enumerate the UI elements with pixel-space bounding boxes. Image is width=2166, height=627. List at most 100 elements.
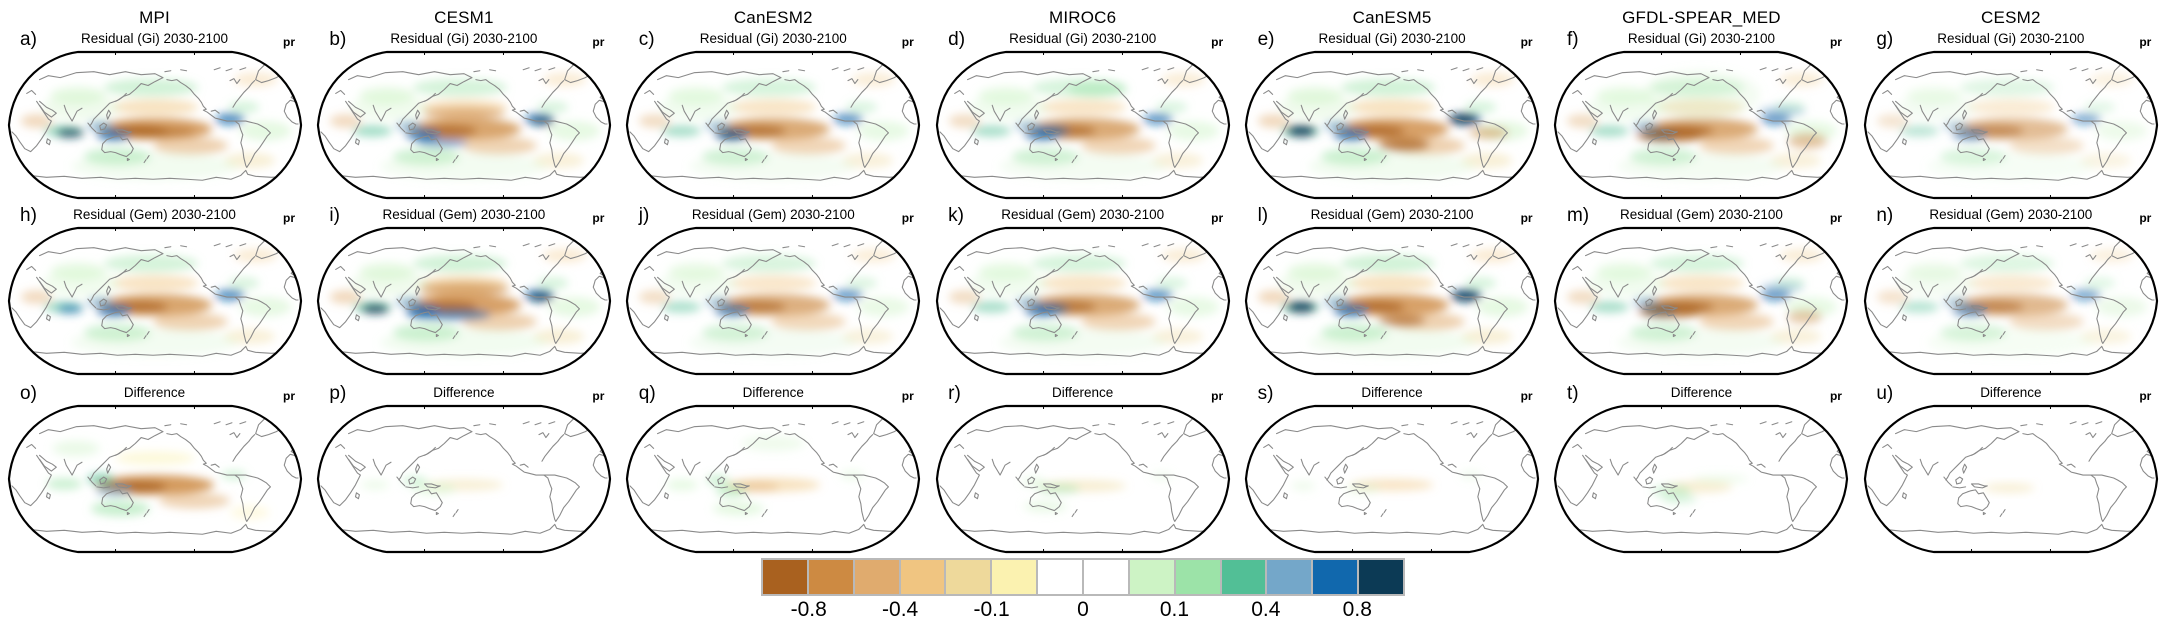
panel-unit-label: pr bbox=[901, 35, 914, 49]
panel-subtitle: Residual (Gem) 2030-2100 bbox=[1001, 207, 1165, 222]
precip-anomaly-field bbox=[1876, 248, 2148, 357]
precip-anomaly-field bbox=[20, 72, 291, 181]
panel-letter: b) bbox=[329, 29, 347, 50]
panel-letter: d) bbox=[948, 29, 966, 50]
panel-letter: k) bbox=[948, 205, 964, 226]
world-map bbox=[7, 50, 303, 200]
panel-letter: j) bbox=[638, 205, 650, 226]
colorbar-tick-label: -0.1 bbox=[973, 598, 1010, 621]
panel-unit-label: pr bbox=[1211, 35, 1224, 49]
panel-unit-label: pr bbox=[2139, 389, 2152, 403]
panel-subtitle: Difference bbox=[1361, 385, 1423, 400]
colorbar-cell bbox=[992, 560, 1039, 594]
model-title: CanESM5 bbox=[1352, 8, 1432, 27]
panel-letter: r) bbox=[948, 383, 961, 404]
panel-subtitle: Difference bbox=[433, 385, 495, 400]
panel-unit-label: pr bbox=[592, 35, 605, 49]
panel-letter: t) bbox=[1566, 383, 1579, 404]
colorbar-cell bbox=[854, 560, 901, 594]
map-panel-h: h) Residual (Gem) 2030-2100 pr bbox=[0, 206, 309, 376]
model-title: GFDL-SPEAR_MED bbox=[1622, 8, 1781, 27]
panel-subtitle: Residual (Gem) 2030-2100 bbox=[1310, 207, 1474, 222]
panel-header: k) Residual (Gem) 2030-2100 pr bbox=[928, 206, 1237, 226]
map-panel-t: t) Difference pr bbox=[1547, 384, 1856, 554]
panel-letter: s) bbox=[1257, 383, 1274, 404]
map-panel-d: MIROC6 d) Residual (Gi) 2030-2100 pr bbox=[928, 6, 1237, 200]
panel-subtitle: Difference bbox=[1670, 385, 1733, 400]
world-map bbox=[1244, 50, 1540, 200]
colorbar-cell bbox=[1221, 560, 1268, 594]
panel-unit-label: pr bbox=[901, 389, 914, 403]
colorbar-cells bbox=[761, 558, 1405, 596]
model-title: CESM2 bbox=[1981, 8, 2041, 27]
precip-anomaly-field bbox=[948, 248, 1219, 357]
colorbar-tick-labels: -0.8 -0.4 -0.1 0 0.1 0.4 0.8 bbox=[763, 596, 1403, 626]
colorbar-tick-label: 0.4 bbox=[1251, 598, 1281, 621]
panel-subtitle: Residual (Gi) 2030-2100 bbox=[390, 31, 538, 46]
panel-subtitle: Residual (Gi) 2030-2100 bbox=[80, 31, 229, 46]
panel-letter: a) bbox=[20, 29, 37, 50]
panel-header: d) Residual (Gi) 2030-2100 pr bbox=[928, 30, 1237, 50]
panel-unit-label: pr bbox=[592, 389, 605, 403]
map-panel-c: CanESM2 c) Residual (Gi) 2030-2100 pr bbox=[619, 6, 928, 200]
panel-letter: o) bbox=[20, 383, 37, 404]
map-panel-b: CESM1 b) Residual (Gi) 2030-2100 pr bbox=[309, 6, 618, 200]
world-map bbox=[1553, 404, 1849, 554]
panel-subtitle: Difference bbox=[123, 385, 186, 400]
map-row: h) Residual (Gem) 2030-2100 pr i) Residual (… bbox=[0, 206, 2166, 376]
world-map bbox=[316, 50, 612, 200]
panel-unit-label: pr bbox=[283, 211, 295, 225]
colorbar-tick-label: 0.1 bbox=[1159, 598, 1190, 621]
panel-header: t) Difference pr bbox=[1547, 384, 1856, 404]
colorbar-cell bbox=[946, 560, 993, 594]
colorbar-cell bbox=[1129, 560, 1176, 594]
map-panel-s: s) Difference pr bbox=[1238, 384, 1547, 554]
map-panel-r: r) Difference pr bbox=[928, 384, 1237, 554]
map-panel-n: n) Residual (Gem) 2030-2100 pr bbox=[1856, 206, 2165, 376]
panel-header: s) Difference pr bbox=[1238, 384, 1547, 404]
panel-letter: u) bbox=[1876, 383, 1894, 404]
panel-unit-label: pr bbox=[283, 35, 295, 49]
panel-header: h) Residual (Gem) 2030-2100 pr bbox=[0, 206, 309, 226]
world-map bbox=[935, 404, 1231, 554]
colorbar-cell bbox=[1313, 560, 1360, 594]
world-map bbox=[1863, 404, 2159, 554]
world-map bbox=[316, 404, 612, 554]
world-map bbox=[935, 226, 1231, 376]
panel-subtitle: Residual (Gi) 2030-2100 bbox=[1318, 31, 1466, 46]
panel-unit-label: pr bbox=[1520, 389, 1533, 403]
panel-unit-label: pr bbox=[1520, 211, 1533, 225]
model-title: MIROC6 bbox=[1049, 8, 1117, 27]
panel-unit-label: pr bbox=[1829, 35, 1842, 49]
precip-anomaly-field bbox=[666, 435, 865, 516]
map-panel-f: GFDL-SPEAR_MED f) Residual (Gi) 2030-2100 p… bbox=[1547, 6, 1856, 200]
panel-header: n) Residual (Gem) 2030-2100 pr bbox=[1856, 206, 2165, 226]
panel-letter: g) bbox=[1876, 29, 1894, 50]
panel-header: b) Residual (Gi) 2030-2100 pr bbox=[309, 30, 618, 50]
precip-anomaly-field bbox=[329, 72, 601, 181]
panel-letter: m) bbox=[1566, 205, 1590, 226]
precip-anomaly-field bbox=[45, 440, 269, 520]
colorbar-cell bbox=[1267, 560, 1314, 594]
panel-letter: q) bbox=[638, 383, 656, 404]
colorbar-tick-label: -0.4 bbox=[882, 598, 919, 621]
precip-anomaly-field bbox=[1567, 69, 1838, 181]
model-title: CanESM2 bbox=[733, 8, 813, 27]
panel-subtitle: Residual (Gi) 2030-2100 bbox=[1009, 31, 1157, 46]
colorbar-tick-label: 0 bbox=[1077, 598, 1089, 621]
precip-anomaly-field bbox=[1652, 475, 1749, 504]
panel-letter: l) bbox=[1257, 205, 1269, 226]
map-panel-p: p) Difference pr bbox=[309, 384, 618, 554]
map-panel-e: CanESM5 e) Residual (Gi) 2030-2100 pr bbox=[1238, 6, 1547, 200]
world-map bbox=[625, 226, 921, 376]
map-panel-a: MPI a) Residual (Gi) 2030-2100 pr bbox=[0, 6, 309, 200]
colorbar-cell bbox=[1038, 560, 1085, 594]
colorbar-cell bbox=[808, 560, 855, 594]
world-map bbox=[7, 404, 303, 554]
precip-anomaly-field bbox=[1291, 471, 1482, 494]
map-panel-i: i) Residual (Gem) 2030-2100 pr bbox=[309, 206, 618, 376]
panel-unit-label: pr bbox=[2139, 35, 2152, 49]
panel-unit-label: pr bbox=[283, 389, 295, 403]
panel-header: l) Residual (Gem) 2030-2100 pr bbox=[1238, 206, 1547, 226]
